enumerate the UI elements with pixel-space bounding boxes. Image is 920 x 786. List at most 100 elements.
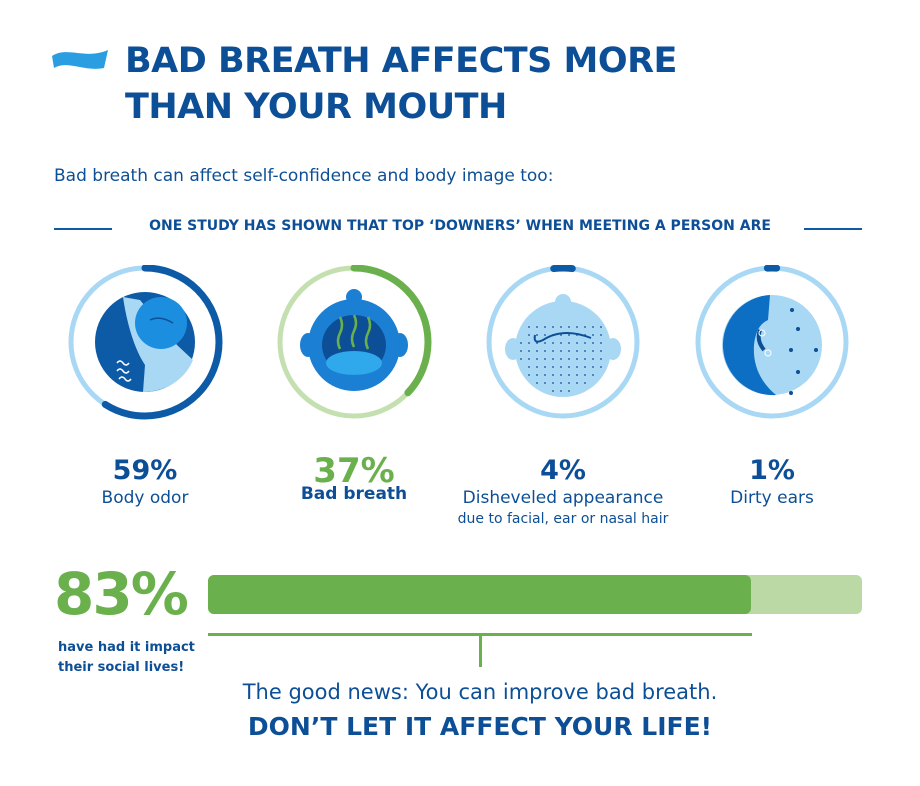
stubble-dot bbox=[536, 334, 538, 336]
stubble-dot bbox=[592, 374, 594, 376]
stat-note: due to facial, ear or nasal hair bbox=[457, 511, 669, 527]
stubble-dot bbox=[568, 326, 570, 328]
call-to-action: DON’T LET IT AFFECT YOUR LIFE! bbox=[247, 712, 713, 741]
stubble-dot bbox=[600, 350, 602, 352]
stubble-dot bbox=[560, 374, 562, 376]
stubble-dot bbox=[528, 334, 530, 336]
stubble-dot bbox=[552, 326, 554, 328]
stubble-dot bbox=[600, 334, 602, 336]
stubble-dot bbox=[592, 334, 594, 336]
stubble-dot bbox=[520, 342, 522, 344]
stubble-dot bbox=[544, 326, 546, 328]
stubble-dot bbox=[544, 342, 546, 344]
dirty-ear-icon bbox=[722, 295, 822, 396]
stat-bad-breath: 37% Bad breath bbox=[244, 451, 464, 505]
stubble-dot bbox=[568, 350, 570, 352]
stubble-dot bbox=[528, 342, 530, 344]
ring-progress bbox=[276, 265, 432, 420]
stubble-dot bbox=[584, 382, 586, 384]
stubble-dot bbox=[584, 350, 586, 352]
bracket-stem bbox=[479, 633, 482, 667]
stubble-dot bbox=[544, 350, 546, 352]
stubble-dot bbox=[552, 350, 554, 352]
stubble-dot bbox=[552, 334, 554, 336]
stubble-dot bbox=[528, 366, 530, 368]
stubble-dot bbox=[544, 366, 546, 368]
stubble-dot bbox=[592, 358, 594, 360]
stubble-dot bbox=[560, 326, 562, 328]
stubble-dot bbox=[576, 350, 578, 352]
stat-percent: 37% bbox=[313, 451, 395, 491]
stat-dirty-ears: 1% Dirty ears bbox=[662, 455, 882, 509]
stubble-dot bbox=[576, 334, 578, 336]
good-news: The good news: You can improve bad breat… bbox=[242, 680, 718, 704]
stat-label: Bad breath bbox=[300, 484, 408, 504]
stubble-dot bbox=[544, 358, 546, 360]
ring-disheveled bbox=[485, 265, 641, 420]
stat-disheveled: 4% Disheveled appearance due to facial, … bbox=[453, 455, 673, 529]
stat-percent: 59% bbox=[112, 455, 178, 486]
body-odor-icon bbox=[95, 292, 195, 392]
stubble-dot bbox=[584, 358, 586, 360]
stubble-dot bbox=[520, 358, 522, 360]
stubble-dot bbox=[584, 326, 586, 328]
ring-dirty-ears bbox=[694, 265, 850, 420]
stubble-dot bbox=[536, 350, 538, 352]
impact-note: have had it impact their social lives! bbox=[58, 640, 195, 675]
stubble-dot bbox=[544, 334, 546, 336]
impact-bar bbox=[208, 575, 862, 614]
stubble-dot bbox=[600, 342, 602, 344]
stubble-dot bbox=[568, 374, 570, 376]
stubble-dot bbox=[560, 382, 562, 384]
stubble-dot bbox=[592, 342, 594, 344]
disheveled-face-icon bbox=[505, 294, 621, 397]
stubble-dot bbox=[568, 358, 570, 360]
ring-progress bbox=[485, 265, 641, 420]
stubble-dot bbox=[592, 326, 594, 328]
title-line-2: THAN YOUR MOUTH bbox=[125, 87, 507, 127]
ring-body-odor bbox=[67, 265, 223, 420]
stubble-dot bbox=[552, 358, 554, 360]
stubble-dot bbox=[584, 374, 586, 376]
stubble-dot bbox=[536, 326, 538, 328]
ring-progress bbox=[694, 265, 850, 420]
stubble-dot bbox=[584, 342, 586, 344]
stubble-dot bbox=[576, 374, 578, 376]
stubble-dot bbox=[536, 382, 538, 384]
divider-right bbox=[804, 228, 862, 230]
stubble-dot bbox=[560, 366, 562, 368]
stubble-dot bbox=[568, 342, 570, 344]
stubble-dot bbox=[568, 334, 570, 336]
stubble-dot bbox=[536, 374, 538, 376]
stat-percent: 4% bbox=[540, 455, 586, 486]
stubble-dot bbox=[600, 366, 602, 368]
stubble-dot bbox=[576, 358, 578, 360]
stubble-dot bbox=[576, 382, 578, 384]
impact-bar-fill bbox=[208, 575, 751, 614]
stat-body-odor: 59% Body odor bbox=[35, 455, 255, 509]
stubble-dot bbox=[552, 374, 554, 376]
divider-left bbox=[54, 228, 112, 230]
stubble-dot bbox=[544, 382, 546, 384]
stubble-dot bbox=[528, 374, 530, 376]
stubble-dot bbox=[576, 366, 578, 368]
stubble-dot bbox=[600, 358, 602, 360]
ring-progress bbox=[67, 265, 223, 420]
stubble-dot bbox=[560, 350, 562, 352]
stubble-dot bbox=[560, 342, 562, 344]
stat-label: Body odor bbox=[101, 488, 189, 508]
stubble-dot bbox=[584, 334, 586, 336]
stubble-dot bbox=[584, 366, 586, 368]
stat-label: Disheveled appearance bbox=[462, 488, 664, 508]
stubble-dot bbox=[568, 366, 570, 368]
stubble-dot bbox=[592, 350, 594, 352]
stubble-dot bbox=[552, 382, 554, 384]
stubble-dot bbox=[528, 358, 530, 360]
impact-percent: 83% bbox=[54, 560, 189, 628]
stubble-dot bbox=[544, 374, 546, 376]
title-line-1: BAD BREATH AFFECTS MORE bbox=[125, 41, 677, 81]
stubble-dot bbox=[576, 342, 578, 344]
swoosh-logo-icon bbox=[52, 50, 108, 69]
stubble-dot bbox=[552, 342, 554, 344]
stubble-dot bbox=[528, 350, 530, 352]
